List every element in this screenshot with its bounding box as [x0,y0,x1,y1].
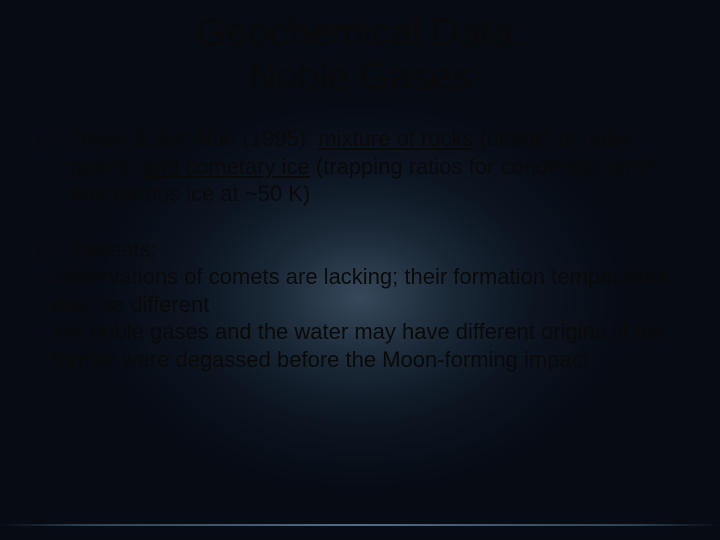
bullet-marker-icon: G [36,125,62,153]
bullet-1: G Owen & Bar-Nun (1995): mixture of rock… [36,125,684,208]
caveat-1: - observations of comets are lacking; th… [36,263,684,318]
title-line-2: Noble Gases [249,56,471,98]
slide-title: Geochemical Data: Noble Gases [36,12,684,99]
bullet-2: G Caveats: - observations of comets are … [36,236,684,374]
bullet-1-lead: Owen & Bar-Nun (1995): [70,126,318,151]
bullet-row: G Owen & Bar-Nun (1995): mixture of rock… [36,125,684,208]
title-line-1: Geochemical Data: [197,12,524,54]
bullet-1-underline-2: and cometary ice [142,154,310,179]
bullet-2-label: Caveats: [70,236,684,264]
bullet-row: G Caveats: [36,236,684,264]
footer-divider [0,524,720,526]
bullet-1-underline-1: mixture of rocks [318,126,473,151]
bullet-1-text: Owen & Bar-Nun (1995): mixture of rocks … [70,125,684,208]
bullet-marker-icon: G [36,236,62,264]
caveat-2: - the noble gases and the water may have… [36,318,684,373]
slide: Geochemical Data: Noble Gases G Owen & B… [0,0,720,540]
